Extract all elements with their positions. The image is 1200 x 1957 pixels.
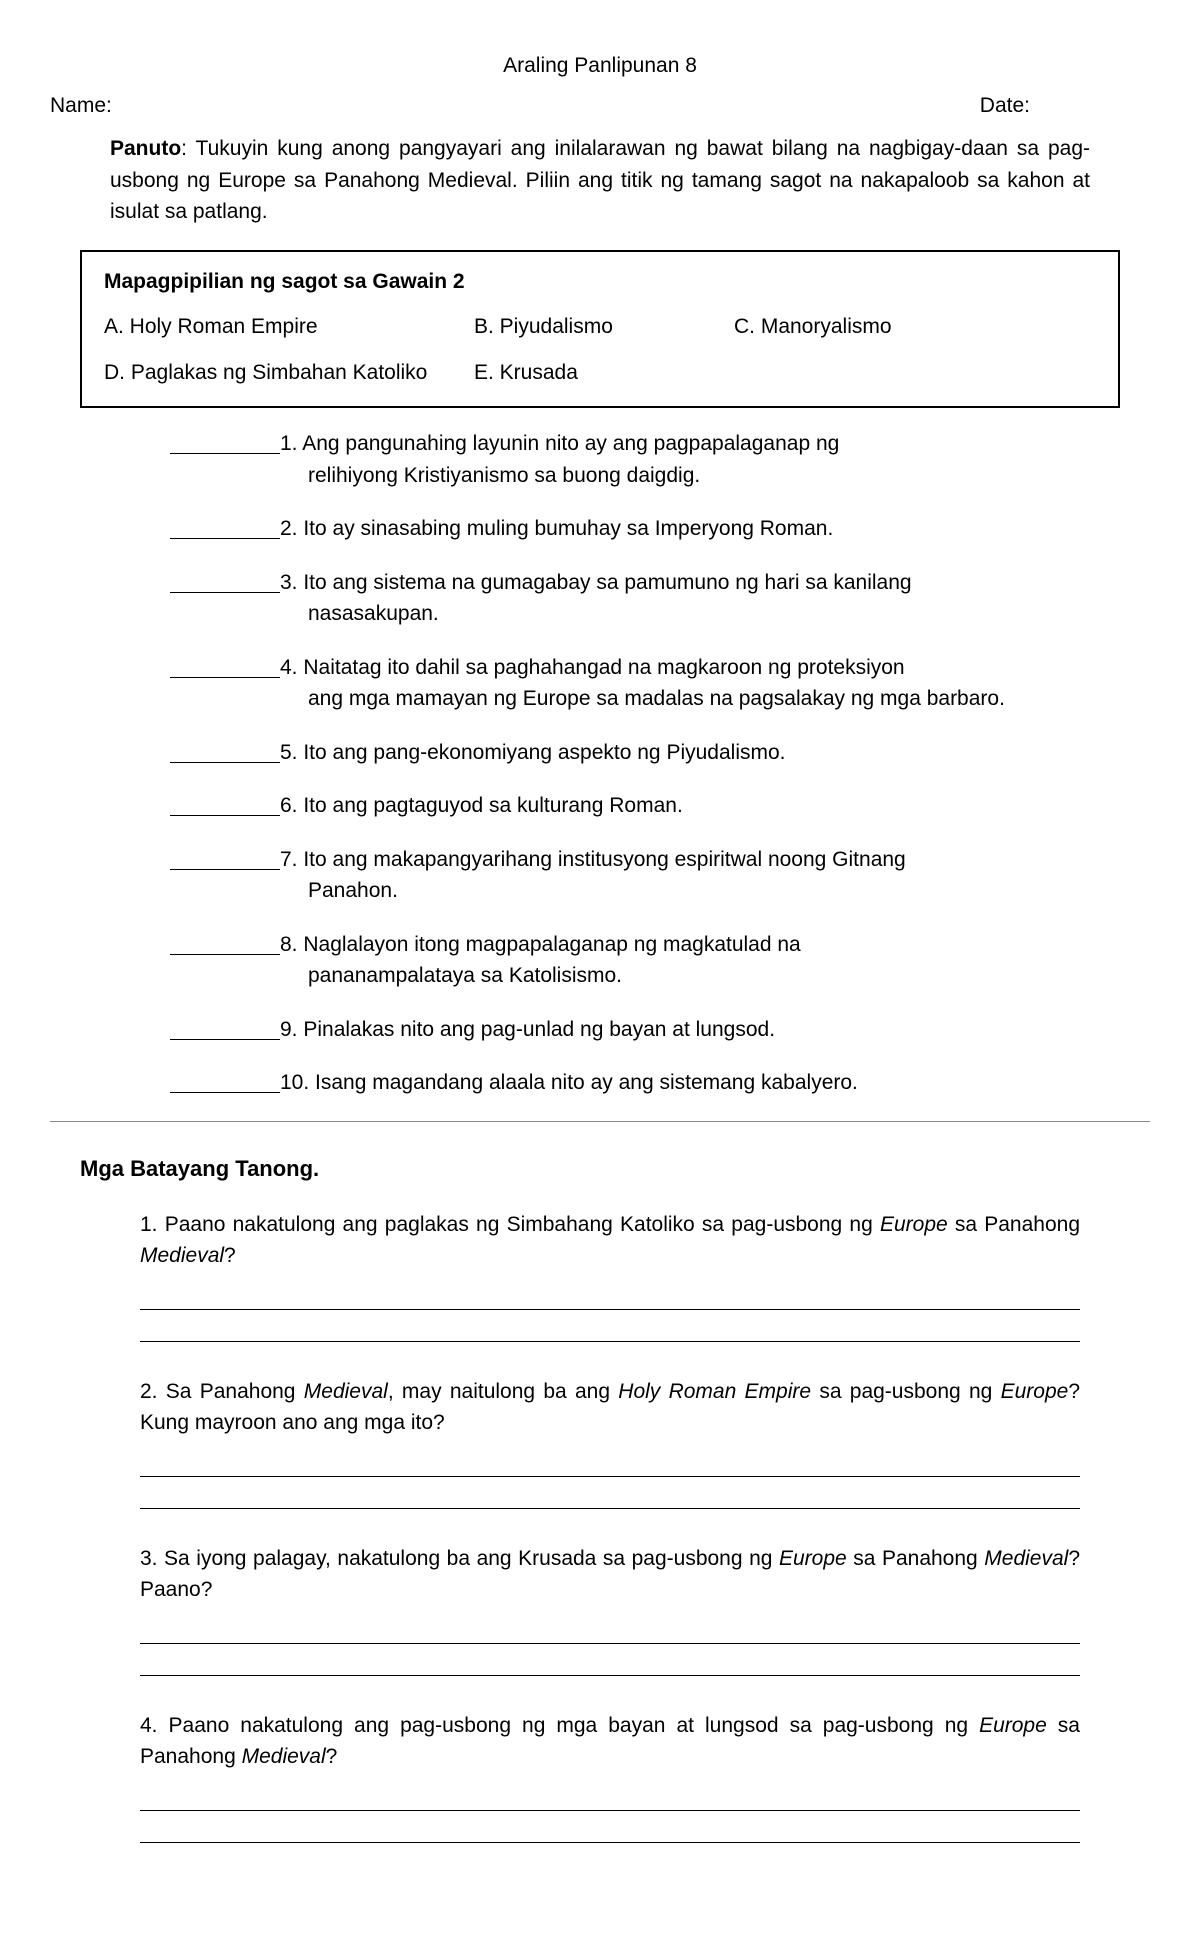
choices-row-1: A. Holy Roman Empire B. Piyudalismo C. M… [104, 311, 1096, 343]
essay-item: 2. Sa Panahong Medieval, may naitulong b… [140, 1376, 1080, 1509]
item-line-cont: ang mga mamayan ng Europe sa madalas na … [280, 683, 1030, 715]
essay-question-text: 1. Paano nakatulong ang paglakas ng Simb… [140, 1209, 1080, 1272]
essay-item: 1. Paano nakatulong ang paglakas ng Simb… [140, 1209, 1080, 1342]
question-item: 4. Naitatag ito dahil sa paghahangad na … [170, 652, 1030, 715]
item-line: 2. Ito ay sinasabing muling bumuhay sa I… [280, 517, 833, 540]
answer-blank[interactable] [170, 658, 280, 678]
question-item: 2. Ito ay sinasabing muling bumuhay sa I… [170, 513, 1030, 545]
answer-blank[interactable] [170, 519, 280, 539]
item-text: 10. Isang magandang alaala nito ay ang s… [280, 1067, 1030, 1099]
answer-blank[interactable] [170, 1020, 280, 1040]
answer-blank[interactable] [170, 573, 280, 593]
essay-answer-line[interactable] [140, 1485, 1080, 1509]
choices-title: Mapagpipilian ng sagot sa Gawain 2 [104, 266, 1096, 298]
answer-blank[interactable] [170, 434, 280, 454]
essay-answer-line[interactable] [140, 1620, 1080, 1644]
item-text: 5. Ito ang pang-ekonomiyang aspekto ng P… [280, 737, 1030, 769]
question-item: 1. Ang pangunahing layunin nito ay ang p… [170, 428, 1030, 491]
item-line-cont: relihiyong Kristiyanismo sa buong daigdi… [280, 460, 1030, 492]
page-title: Araling Panlipunan 8 [50, 50, 1150, 82]
item-text: 7. Ito ang makapangyarihang institusyong… [280, 844, 1030, 907]
essay-item: 4. Paano nakatulong ang pag-usbong ng mg… [140, 1710, 1080, 1843]
essay-question-text: 3. Sa iyong palagay, nakatulong ba ang K… [140, 1543, 1080, 1606]
choices-row-2: D. Paglakas ng Simbahan Katoliko E. Krus… [104, 357, 1096, 389]
essay-question-text: 2. Sa Panahong Medieval, may naitulong b… [140, 1376, 1080, 1439]
choice-a: A. Holy Roman Empire [104, 311, 474, 343]
panuto-text: : Tukuyin kung anong pangyayari ang inil… [110, 137, 1090, 223]
item-text: 9. Pinalakas nito ang pag-unlad ng bayan… [280, 1014, 1030, 1046]
choice-c: C. Manoryalismo [734, 311, 892, 343]
answer-choices-box: Mapagpipilian ng sagot sa Gawain 2 A. Ho… [80, 250, 1120, 409]
item-line: 10. Isang magandang alaala nito ay ang s… [280, 1071, 858, 1094]
item-text: 2. Ito ay sinasabing muling bumuhay sa I… [280, 513, 1030, 545]
question-item: 10. Isang magandang alaala nito ay ang s… [170, 1067, 1030, 1099]
name-date-row: Name: Date: [50, 90, 1150, 122]
panuto-label: Panuto [110, 137, 181, 160]
essay-section-title: Mga Batayang Tanong. [80, 1152, 1150, 1185]
essay-answer-line[interactable] [140, 1819, 1080, 1843]
item-line: 6. Ito ang pagtaguyod sa kulturang Roman… [280, 794, 683, 817]
choice-d: D. Paglakas ng Simbahan Katoliko [104, 357, 474, 389]
choice-e: E. Krusada [474, 357, 578, 389]
item-line: 3. Ito ang sistema na gumagabay sa pamum… [280, 571, 912, 594]
essay-answer-line[interactable] [140, 1453, 1080, 1477]
answer-blank[interactable] [170, 850, 280, 870]
answer-blank[interactable] [170, 796, 280, 816]
item-line: 8. Naglalayon itong magpapalaganap ng ma… [280, 933, 801, 956]
essay-answer-line[interactable] [140, 1652, 1080, 1676]
item-text: 4. Naitatag ito dahil sa paghahangad na … [280, 652, 1030, 715]
question-item: 5. Ito ang pang-ekonomiyang aspekto ng P… [170, 737, 1030, 769]
question-item: 3. Ito ang sistema na gumagabay sa pamum… [170, 567, 1030, 630]
question-item: 6. Ito ang pagtaguyod sa kulturang Roman… [170, 790, 1030, 822]
name-label: Name: [50, 90, 112, 122]
essay-questions: 1. Paano nakatulong ang paglakas ng Simb… [140, 1209, 1080, 1843]
question-items: 1. Ang pangunahing layunin nito ay ang p… [170, 428, 1030, 1099]
essay-answer-line[interactable] [140, 1286, 1080, 1310]
item-text: 6. Ito ang pagtaguyod sa kulturang Roman… [280, 790, 1030, 822]
essay-question-text: 4. Paano nakatulong ang pag-usbong ng mg… [140, 1710, 1080, 1773]
essay-answer-line[interactable] [140, 1787, 1080, 1811]
question-item: 7. Ito ang makapangyarihang institusyong… [170, 844, 1030, 907]
answer-blank[interactable] [170, 935, 280, 955]
item-line: 7. Ito ang makapangyarihang institusyong… [280, 848, 906, 871]
answer-blank[interactable] [170, 1073, 280, 1093]
essay-answer-line[interactable] [140, 1318, 1080, 1342]
choice-b: B. Piyudalismo [474, 311, 734, 343]
item-line-cont: nasasakupan. [280, 598, 1030, 630]
item-line-cont: Panahon. [280, 875, 1030, 907]
essay-item: 3. Sa iyong palagay, nakatulong ba ang K… [140, 1543, 1080, 1676]
item-line: 1. Ang pangunahing layunin nito ay ang p… [280, 432, 839, 455]
item-line: 4. Naitatag ito dahil sa paghahangad na … [280, 656, 905, 679]
section-divider [50, 1121, 1150, 1122]
panuto-instructions: Panuto: Tukuyin kung anong pangyayari an… [110, 133, 1090, 228]
answer-blank[interactable] [170, 743, 280, 763]
item-line-cont: pananampalataya sa Katolisismo. [280, 960, 1030, 992]
item-text: 3. Ito ang sistema na gumagabay sa pamum… [280, 567, 1030, 630]
item-line: 9. Pinalakas nito ang pag-unlad ng bayan… [280, 1018, 775, 1041]
item-line: 5. Ito ang pang-ekonomiyang aspekto ng P… [280, 741, 786, 764]
question-item: 9. Pinalakas nito ang pag-unlad ng bayan… [170, 1014, 1030, 1046]
question-item: 8. Naglalayon itong magpapalaganap ng ma… [170, 929, 1030, 992]
item-text: 8. Naglalayon itong magpapalaganap ng ma… [280, 929, 1030, 992]
item-text: 1. Ang pangunahing layunin nito ay ang p… [280, 428, 1030, 491]
date-label: Date: [980, 90, 1030, 122]
